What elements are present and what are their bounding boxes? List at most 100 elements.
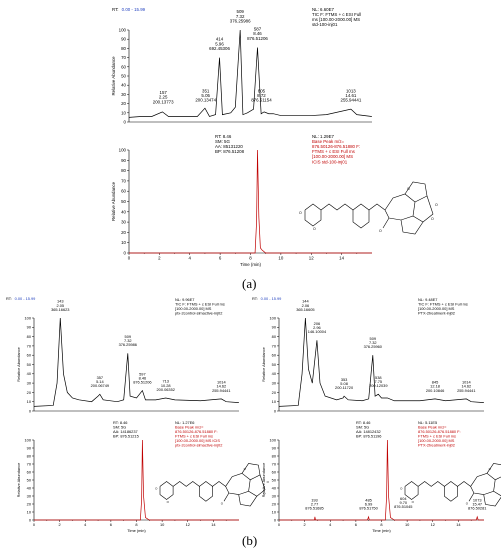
y-tick-label: 70	[27, 343, 32, 348]
structure-bond	[384, 193, 416, 221]
x-tick-label: 2	[304, 522, 306, 527]
peak-label-line: 509	[125, 334, 132, 339]
header-line: FTMS + c ESI Full ms	[312, 149, 356, 154]
y-tick-label: 100	[119, 148, 127, 153]
y-axis-label: Relative Abundance	[111, 56, 116, 96]
peak-label-line: 1014	[462, 380, 471, 385]
peak-label-line: 2.06	[302, 303, 310, 308]
scan-info-line: AA: 14186237	[113, 429, 138, 434]
structure-bond	[382, 217, 390, 229]
peak-label-line: 604	[400, 496, 407, 501]
y-tick-label: 50	[121, 199, 126, 204]
header-line: Base Peak m/z=	[175, 424, 204, 429]
y-tick-label: 20	[121, 101, 126, 106]
peak-label-line: 200.13474	[195, 98, 216, 103]
y-tick-label: 40	[272, 371, 277, 376]
x-tick-label: 14	[339, 255, 344, 260]
scan-info-line: BP: 876.51196	[356, 433, 381, 438]
peak-label-line: 538	[375, 375, 382, 380]
x-tick-label: 6	[355, 522, 357, 527]
series-line	[33, 317, 239, 407]
peak-label-line: 414	[216, 37, 224, 42]
structure-bond	[241, 463, 261, 481]
y-tick-label: 100	[119, 28, 127, 33]
peak-label-line: 365.16605	[296, 307, 314, 312]
y-tick-label: 20	[272, 390, 277, 395]
peak-label-line: 376.25986	[230, 18, 251, 23]
x-tick-label: 2	[158, 255, 161, 260]
y-tick-label: 100	[270, 437, 277, 442]
peak-label-line: 1073	[473, 498, 482, 503]
peak-label-line: 876.51154	[251, 98, 272, 103]
header-line: TIC F: FTMS + c ESI Full	[312, 12, 361, 17]
y-tick-label: 10	[272, 509, 277, 514]
peak-label-line: 206	[314, 321, 321, 326]
structure-bond	[486, 463, 501, 481]
scan-info-line: RT: 8.46	[356, 420, 370, 425]
peak-label-line: 5.08	[340, 381, 348, 386]
structure-bond	[444, 486, 458, 502]
header-line: [100.00-2000.00] MS	[418, 306, 455, 311]
peak-label: 604 9.70 876.51045	[394, 496, 412, 509]
peak-label-line: 8.46	[139, 375, 147, 380]
structure-bond	[483, 494, 501, 507]
x-tick-label: 0	[278, 522, 281, 527]
header-line: Base Peak m/z=	[418, 424, 447, 429]
y-tick-label: 90	[27, 325, 32, 330]
scan-info-line: RT: 8.46	[113, 420, 127, 425]
header-line: 876.50126-876.51880 F:	[312, 144, 360, 149]
scan-info-line: SM: 5G	[215, 139, 230, 144]
scan-info-line: SM: 5G	[113, 424, 126, 429]
x-axis-label: Time (min)	[372, 528, 391, 533]
x-tick-label: 0	[33, 522, 36, 527]
peak-label-line: 509	[237, 9, 245, 14]
header-line: NL: 9.48E7	[418, 297, 437, 302]
header-line: PTX-2treatment-inj02	[418, 310, 455, 315]
y-axis-label: Relative Abundance	[16, 463, 21, 498]
peak-label-line: 2.96	[313, 325, 321, 330]
figure-label-a: (a)	[242, 276, 257, 291]
structure-atom-label: O	[466, 501, 469, 505]
structure-bond	[223, 492, 230, 502]
structure-atom-label: O	[267, 480, 270, 484]
peak-label-line: 200.10846	[426, 388, 444, 393]
header-line: TIC F: FTMS + c ESI Full ms	[175, 301, 225, 306]
header-line: [100.00-2000.00] MS	[175, 306, 212, 311]
header-line: ms [100.00-2000.00] MS	[312, 17, 360, 22]
peak-label: 845 12.18 200.10846	[426, 380, 444, 393]
rt-label: RT:	[252, 296, 258, 301]
peak-label-line: 255.94441	[212, 388, 230, 393]
peak-label-line: 9.70	[399, 500, 407, 505]
y-tick-label: 40	[272, 485, 277, 490]
y-tick-label: 60	[27, 469, 32, 474]
peak-label-line: 8.72	[257, 93, 266, 98]
rt-range: 0.00 - 15.99	[122, 7, 146, 12]
structure-bond	[404, 481, 419, 500]
y-tick-label: 70	[272, 343, 277, 348]
y-tick-label: 20	[272, 501, 277, 506]
peak-label: 353 5.08 200.11720	[335, 377, 354, 390]
structure-atom-label: O	[299, 211, 302, 215]
peak-label-line: 14.62	[216, 384, 226, 389]
structure-atom-label: O	[489, 467, 492, 471]
structure-bond	[400, 219, 424, 235]
header-line: [100.00-2000.00] MS	[312, 154, 353, 159]
peak-label-line: 376.25960	[364, 344, 383, 349]
y-tick-label: 80	[27, 453, 32, 458]
peak-label-line: 597	[139, 371, 146, 376]
x-tick-label: 8	[135, 522, 137, 527]
structure-bond	[172, 481, 226, 487]
y-tick-label: 10	[27, 399, 32, 404]
peak-label-line: 193	[311, 498, 318, 503]
peak-label-line: 143	[57, 299, 64, 304]
y-tick-label: 30	[121, 220, 126, 225]
header-line: std-100-inj01	[312, 22, 338, 27]
y-axis-label: Relative Abundance	[261, 463, 266, 498]
y-tick-label: 80	[272, 334, 277, 339]
scan-info-line: AA: 14812432	[356, 429, 381, 434]
y-tick-label: 50	[272, 362, 277, 367]
y-tick-label: 80	[121, 168, 126, 173]
peak-label-line: 713	[162, 379, 169, 384]
header-line: ptx-2control-slmactive-inj02	[175, 310, 222, 315]
